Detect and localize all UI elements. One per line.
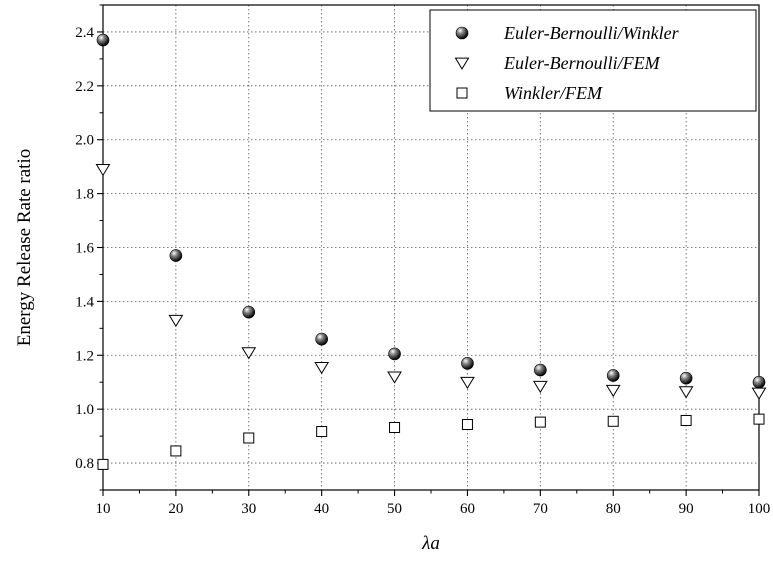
x-tick-label: 10 bbox=[96, 501, 111, 517]
x-tick-label: 40 bbox=[314, 501, 329, 517]
point-winkler-fem bbox=[97, 458, 109, 470]
point-euler-bernoulli-winkler bbox=[169, 249, 183, 262]
point-euler-bernoulli-winkler bbox=[388, 347, 401, 361]
legend: Euler-Bernoulli/Winkler Euler-Bernoulli/F… bbox=[429, 9, 757, 112]
point-winkler-fem bbox=[389, 421, 401, 433]
legend-label: Euler-Bernoulli/Winkler bbox=[503, 23, 680, 43]
point-euler-bernoulli-winkler bbox=[679, 371, 693, 385]
legend-label: Winkler/FEM bbox=[504, 83, 603, 103]
legend-marker-euler-bernoulli-winkler bbox=[455, 26, 469, 40]
x-tick-label: 20 bbox=[168, 501, 183, 517]
y-tick-label: 1.0 bbox=[75, 402, 94, 418]
point-winkler-fem bbox=[316, 426, 328, 438]
point-euler-bernoulli-fem bbox=[532, 380, 548, 394]
point-winkler-fem bbox=[753, 413, 765, 425]
point-winkler-fem bbox=[170, 445, 182, 457]
point-euler-bernoulli-fem bbox=[751, 387, 767, 400]
point-euler-bernoulli-fem bbox=[387, 371, 402, 384]
point-euler-bernoulli-fem bbox=[168, 314, 184, 328]
x-axis-title: λa bbox=[421, 533, 440, 554]
point-euler-bernoulli-fem bbox=[95, 163, 111, 177]
series-winkler-fem bbox=[97, 413, 765, 470]
point-winkler-fem bbox=[607, 415, 619, 427]
point-winkler-fem bbox=[534, 416, 546, 428]
series-euler-bernoulli-fem bbox=[95, 163, 767, 400]
x-tick-labels: 10 20 30 40 50 60 70 80 90 100 bbox=[96, 501, 771, 517]
point-winkler-fem bbox=[680, 414, 692, 426]
y-tick-label: 2.0 bbox=[75, 133, 94, 149]
y-tick-label: 2.2 bbox=[75, 79, 94, 95]
y-tick-label: 0.8 bbox=[75, 456, 94, 472]
point-winkler-fem bbox=[461, 419, 473, 431]
point-euler-bernoulli-winkler bbox=[606, 369, 620, 382]
legend-marker-euler-bernoulli-fem bbox=[454, 57, 470, 70]
y-tick-label: 2.4 bbox=[75, 25, 94, 41]
y-tick-label: 1.6 bbox=[75, 241, 94, 257]
y-tick-label: 1.8 bbox=[75, 187, 94, 203]
x-tick-label: 30 bbox=[241, 501, 256, 517]
legend-item: Euler-Bernoulli/Winkler bbox=[455, 23, 680, 43]
y-tick-label: 1.4 bbox=[75, 294, 94, 310]
point-euler-bernoulli-winkler bbox=[461, 357, 474, 370]
point-euler-bernoulli-winkler bbox=[242, 305, 256, 319]
point-euler-bernoulli-fem bbox=[678, 386, 694, 399]
legend-item: Euler-Bernoulli/FEM bbox=[454, 53, 661, 73]
x-tick-label: 50 bbox=[387, 501, 402, 517]
x-tick-label: 60 bbox=[460, 501, 475, 517]
point-euler-bernoulli-winkler bbox=[96, 33, 110, 47]
series-euler-bernoulli-winkler bbox=[96, 33, 766, 389]
x-tick-label: 70 bbox=[533, 501, 548, 517]
legend-box bbox=[429, 9, 757, 112]
y-tick-labels: 0.8 1.0 1.2 1.4 1.6 1.8 2.0 2.2 2.4 bbox=[75, 25, 94, 472]
x-tick-label: 80 bbox=[606, 501, 621, 517]
x-tick-label: 100 bbox=[748, 501, 771, 517]
y-axis-title: Energy Release Rate ratio bbox=[14, 149, 35, 347]
point-euler-bernoulli-fem bbox=[314, 362, 330, 375]
legend-item: Winkler/FEM bbox=[456, 83, 603, 103]
y-tick-label: 1.2 bbox=[75, 348, 94, 364]
point-euler-bernoulli-winkler bbox=[534, 363, 547, 377]
legend-marker-winkler-fem bbox=[456, 87, 468, 99]
point-winkler-fem bbox=[243, 432, 255, 444]
point-euler-bernoulli-winkler bbox=[315, 332, 328, 346]
point-euler-bernoulli-fem bbox=[605, 384, 621, 398]
point-euler-bernoulli-fem bbox=[460, 376, 475, 390]
legend-label: Euler-Bernoulli/FEM bbox=[503, 53, 661, 73]
data-points bbox=[95, 33, 767, 470]
x-tick-label: 90 bbox=[679, 501, 694, 517]
point-euler-bernoulli-fem bbox=[241, 347, 257, 360]
point-euler-bernoulli-winkler bbox=[752, 375, 766, 389]
